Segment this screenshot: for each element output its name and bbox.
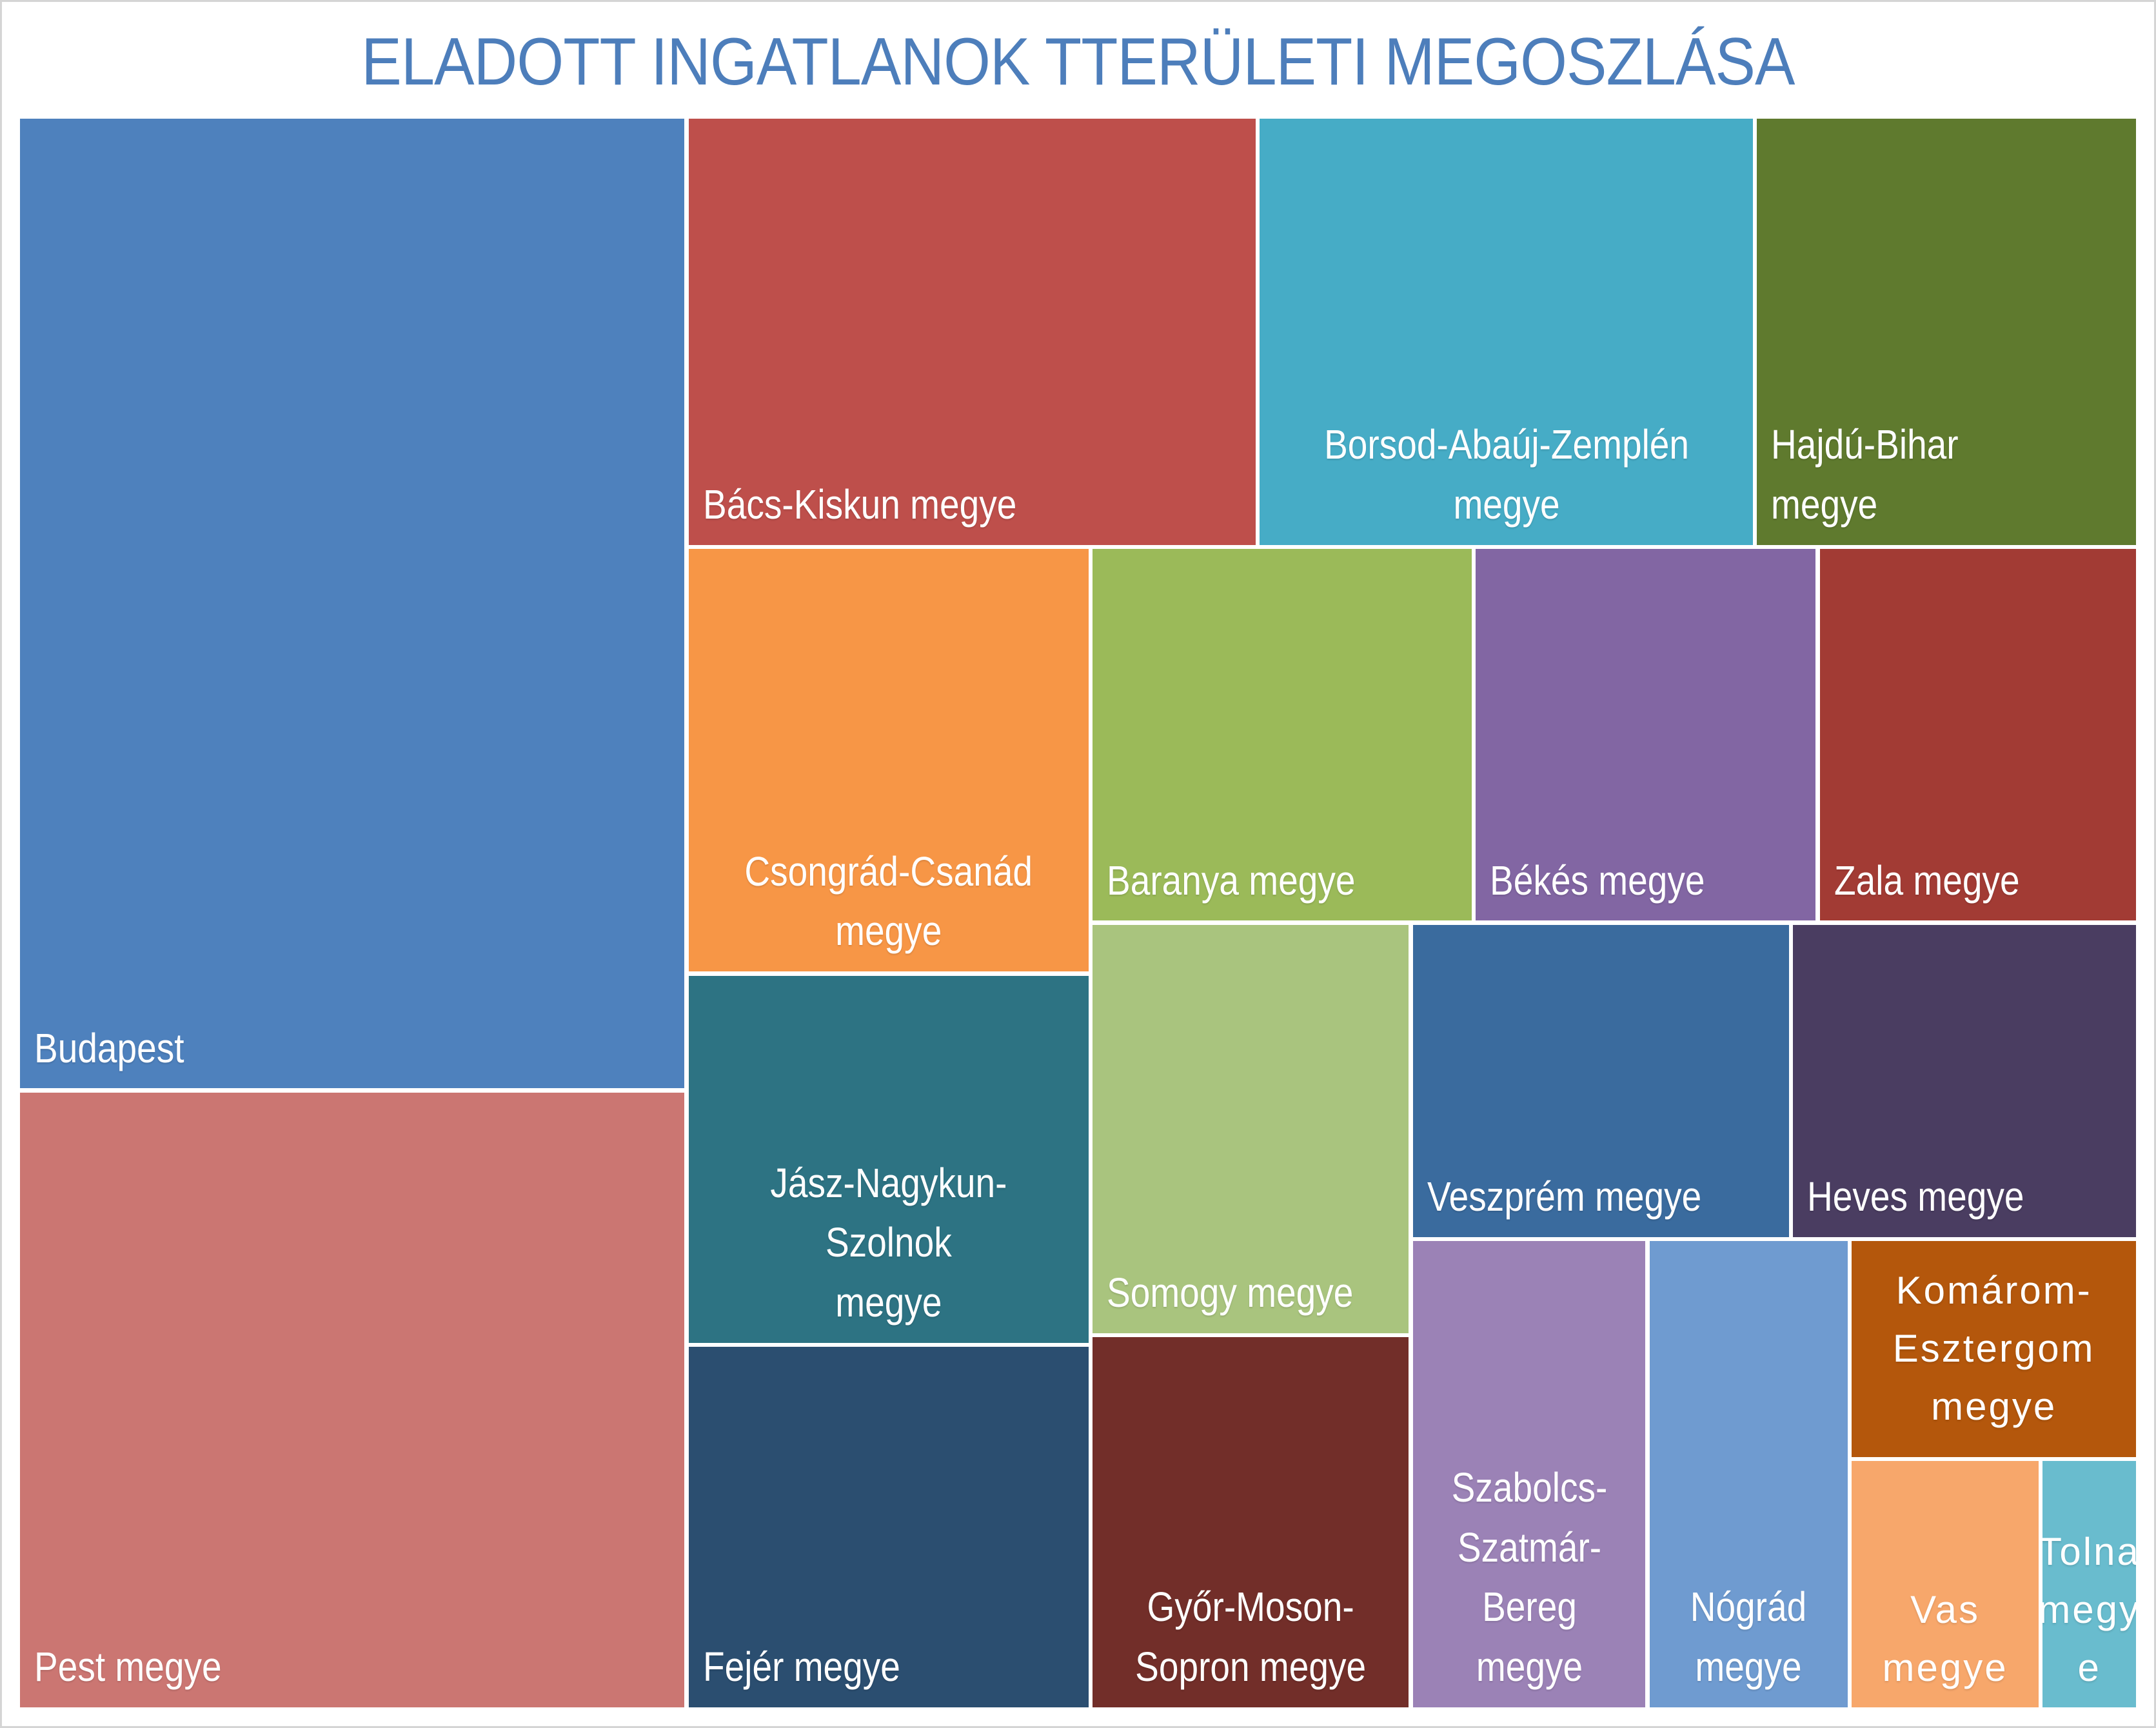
- cell-label-somogy-megye: Somogy megye: [1107, 1269, 1354, 1316]
- cell-label-zala-megye: Zala megye: [1834, 857, 2020, 904]
- treemap-plot-area: Budapest Pest megye Bács-Kiskun megye Bo…: [20, 119, 2136, 1707]
- treemap-cell-tolna-megye[interactable]: Tolna megy e: [2042, 1461, 2136, 1707]
- treemap-cell-jasz-nagykun-szolnok-megye[interactable]: Jász-Nagykun-Szolnok megye: [688, 975, 1089, 1343]
- cell-label-veszprem-megye: Veszprém megye: [1427, 1173, 1702, 1220]
- chart-title: ELADOTT INGATLANOK TTERÜLETI MEGOSZLÁSA: [361, 25, 1795, 99]
- treemap-cell-budapest[interactable]: Budapest: [20, 119, 685, 1089]
- treemap-cell-somogy-megye[interactable]: Somogy megye: [1093, 924, 1409, 1333]
- cell-label-csongrad-csanad-megye: Csongrád-Csanád megye: [744, 848, 1033, 955]
- cell-label-komarom-esztergom-megye: Komárom- Esztergom megye: [1892, 1269, 2095, 1429]
- cell-label-jasz-nagykun-szolnok-megye: Jász-Nagykun-Szolnok megye: [770, 1159, 1007, 1326]
- treemap-cell-nograd-megye[interactable]: Nógrád megye: [1650, 1241, 1848, 1707]
- cell-label-borsod-abauj-zemplen-megye: Borsod-Abaúj-Zemplén megye: [1323, 421, 1689, 528]
- treemap-cell-vas-megye[interactable]: Vas megye: [1852, 1461, 2039, 1707]
- cell-label-budapest: Budapest: [34, 1024, 184, 1071]
- cell-label-bacs-kiskun-megye: Bács-Kiskun megye: [702, 481, 1017, 528]
- treemap-cell-komarom-esztergom-megye[interactable]: Komárom- Esztergom megye: [1852, 1241, 2136, 1457]
- treemap-cell-baranya-megye[interactable]: Baranya megye: [1093, 549, 1472, 921]
- treemap-cell-bacs-kiskun-megye[interactable]: Bács-Kiskun megye: [688, 119, 1256, 546]
- treemap-cell-gyor-moson-sopron-megye[interactable]: Győr-Moson- Sopron megye: [1093, 1337, 1409, 1707]
- treemap-cell-hajdu-bihar-megye[interactable]: Hajdú-Bihar megye: [1757, 119, 2136, 546]
- cell-label-hajdu-bihar-megye: Hajdú-Bihar megye: [1771, 421, 1959, 528]
- cell-label-fejer-megye: Fejér megye: [702, 1644, 900, 1691]
- treemap-cell-borsod-abauj-zemplen-megye[interactable]: Borsod-Abaúj-Zemplén megye: [1260, 119, 1753, 546]
- treemap-cell-zala-megye[interactable]: Zala megye: [1819, 549, 2136, 921]
- cell-label-bekes-megye: Békés megye: [1490, 857, 1705, 904]
- cell-label-szabolcs-szatmar-bereg-megye: Szabolcs- Szatmár- Bereg megye: [1451, 1464, 1607, 1691]
- cell-label-nograd-megye: Nógrád megye: [1690, 1584, 1807, 1691]
- cell-label-vas-megye: Vas megye: [1882, 1587, 2008, 1689]
- cell-label-pest-megye: Pest megye: [34, 1644, 222, 1691]
- treemap-cell-pest-megye[interactable]: Pest megye: [20, 1092, 685, 1707]
- treemap-cell-fejer-megye[interactable]: Fejér megye: [688, 1347, 1089, 1707]
- treemap-cell-bekes-megye[interactable]: Békés megye: [1476, 549, 1816, 921]
- cell-label-baranya-megye: Baranya megye: [1107, 857, 1356, 904]
- treemap-cell-veszprem-megye[interactable]: Veszprém megye: [1412, 924, 1789, 1237]
- cell-label-heves-megye: Heves megye: [1807, 1173, 2024, 1220]
- treemap-cell-szabolcs-szatmar-bereg-megye[interactable]: Szabolcs- Szatmár- Bereg megye: [1412, 1241, 1646, 1707]
- treemap-cell-heves-megye[interactable]: Heves megye: [1793, 924, 2136, 1237]
- cell-label-tolna-megye: Tolna megy e: [2042, 1529, 2136, 1689]
- cell-label-gyor-moson-sopron-megye: Győr-Moson- Sopron megye: [1135, 1584, 1367, 1691]
- treemap-cell-csongrad-csanad-megye[interactable]: Csongrád-Csanád megye: [688, 549, 1089, 972]
